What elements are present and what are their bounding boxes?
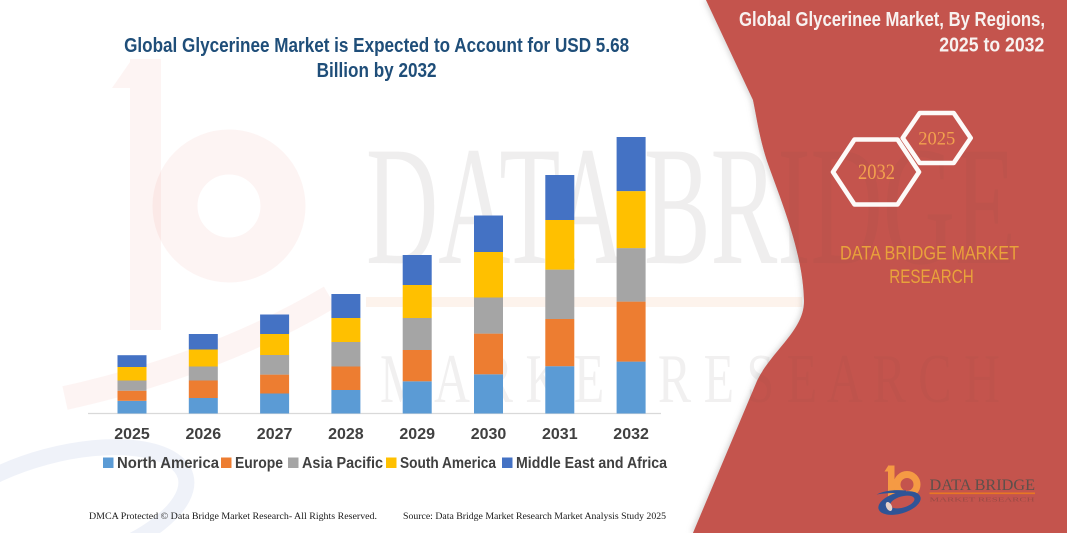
svg-text:2032: 2032 [858,159,895,184]
svg-text:2027: 2027 [257,426,293,443]
svg-text:Source: Data Bridge Market Res: Source: Data Bridge Market Research Mark… [403,512,666,522]
svg-text:Global Glycerinee Market is Ex: Global Glycerinee Market is Expected to … [124,34,629,57]
svg-text:2032: 2032 [613,426,649,443]
svg-text:2028: 2028 [328,426,364,443]
svg-text:RESEARCH: RESEARCH [889,266,974,288]
svg-text:South America: South America [400,455,496,472]
svg-text:DATA BRIDGE MARKET: DATA BRIDGE MARKET [840,243,1019,265]
svg-text:Europe: Europe [235,455,283,472]
svg-text:Middle East and Africa: Middle East and Africa [516,455,667,472]
svg-text:2025: 2025 [918,129,955,150]
svg-text:Billion by 2032: Billion by 2032 [317,59,437,82]
svg-text:2026: 2026 [186,426,222,443]
svg-text:2025: 2025 [114,426,150,443]
svg-text:2025 to 2032: 2025 to 2032 [939,34,1044,56]
svg-text:DMCA Protected © Data Bridge M: DMCA Protected © Data Bridge Market Rese… [89,511,377,522]
svg-text:2030: 2030 [471,426,507,443]
svg-text:MARKET RESEARCH: MARKET RESEARCH [930,497,1036,504]
svg-text:2029: 2029 [399,426,435,443]
svg-text:2031: 2031 [542,426,578,443]
svg-text:Global Glycerinee Market, By R: Global Glycerinee Market, By Regions, [739,9,1045,31]
svg-text:Asia Pacific: Asia Pacific [302,455,383,472]
svg-text:North America: North America [117,455,219,472]
svg-text:DATA BRIDGE: DATA BRIDGE [930,477,1036,494]
